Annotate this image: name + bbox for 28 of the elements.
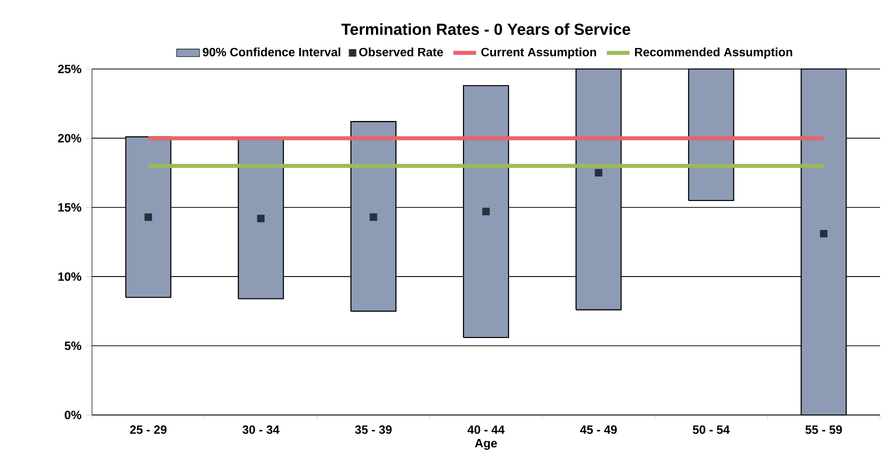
y-tick-label: 20% <box>58 134 82 142</box>
point <box>594 169 602 177</box>
x-tick-label: 40 - 44 <box>468 425 505 434</box>
x-tick-label: 25 - 29 <box>130 425 167 434</box>
point <box>144 213 152 221</box>
point <box>370 213 378 221</box>
y-tick-label: 5% <box>64 342 82 350</box>
bar <box>350 121 396 312</box>
legend-label: 90% Confidence Interval <box>202 48 340 56</box>
point <box>257 214 265 222</box>
x-tick-label: 55 - 59 <box>805 425 842 434</box>
legend-label: Current Assumption <box>481 48 596 59</box>
chart-title: Termination Rates - 0 Years of Service <box>341 23 630 35</box>
x-tick-label: 50 - 54 <box>692 425 730 434</box>
y-tick-label: 15% <box>58 203 82 212</box>
x-axis-title: Age <box>474 439 497 450</box>
bar <box>125 136 172 298</box>
bar <box>462 85 510 338</box>
x-tick-label: 35 - 39 <box>355 425 392 434</box>
y-tick-label: 10% <box>58 272 82 281</box>
x-tick-label: 45 - 49 <box>580 425 617 434</box>
point <box>482 208 490 216</box>
legend-label: Observed Rate <box>359 48 443 56</box>
x-tick-label: 30 - 34 <box>242 425 280 434</box>
point <box>820 230 828 238</box>
y-tick-label: 0% <box>64 410 82 420</box>
y-tick-label: 25% <box>58 64 82 74</box>
legend-label: Recommended Assumption <box>635 48 792 59</box>
